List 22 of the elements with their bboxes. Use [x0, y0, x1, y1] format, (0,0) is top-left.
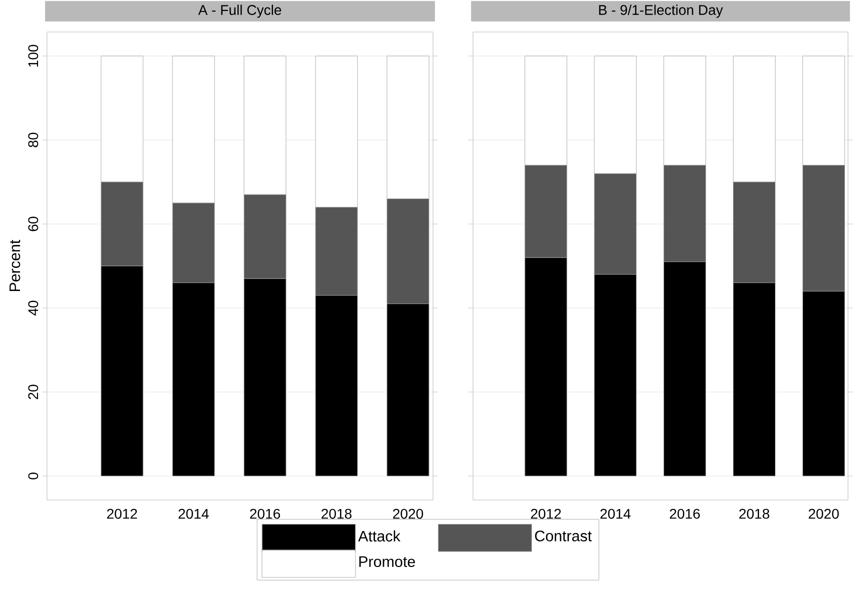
x-tick-label: 2020: [808, 508, 839, 519]
x-tick-label: 2018: [739, 508, 770, 519]
x-tick-label: 2014: [600, 508, 631, 519]
x-tick-label: 2012: [530, 508, 561, 519]
y-tick-label: 60: [28, 216, 38, 232]
y-axis-title: Percent: [10, 240, 20, 291]
legend-label: Promote: [359, 556, 415, 568]
x-tick-label: 2020: [393, 508, 424, 519]
legend-label: Contrast: [535, 530, 592, 542]
x-tick-label: 2018: [322, 508, 352, 519]
y-tick-label: 40: [28, 300, 38, 316]
y-tick-label: 80: [28, 132, 38, 148]
x-tick-label: 2016: [670, 508, 700, 519]
y-tick-label: 0: [28, 472, 38, 480]
y-tick-label: 100: [28, 44, 38, 67]
x-tick-label: 2012: [107, 508, 137, 519]
chart-title: B - 9/1-Election Day: [599, 4, 723, 18]
x-tick-label: 2014: [178, 508, 209, 519]
x-tick-label: 2016: [250, 508, 280, 519]
chart-title: A - Full Cycle: [198, 4, 282, 18]
y-tick-label: 20: [28, 384, 38, 400]
legend-label: Attack: [358, 530, 400, 542]
